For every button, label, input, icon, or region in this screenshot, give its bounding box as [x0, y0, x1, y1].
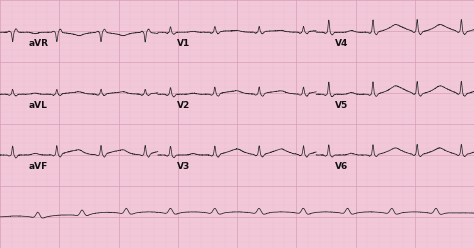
- Text: V3: V3: [177, 162, 190, 171]
- Text: V6: V6: [335, 162, 348, 171]
- Text: V4: V4: [335, 39, 348, 48]
- Text: aVF: aVF: [28, 162, 48, 171]
- Text: V2: V2: [177, 101, 190, 110]
- Text: V1: V1: [177, 39, 190, 48]
- Text: aVL: aVL: [28, 101, 47, 110]
- Text: V5: V5: [335, 101, 348, 110]
- Text: aVR: aVR: [28, 39, 48, 48]
